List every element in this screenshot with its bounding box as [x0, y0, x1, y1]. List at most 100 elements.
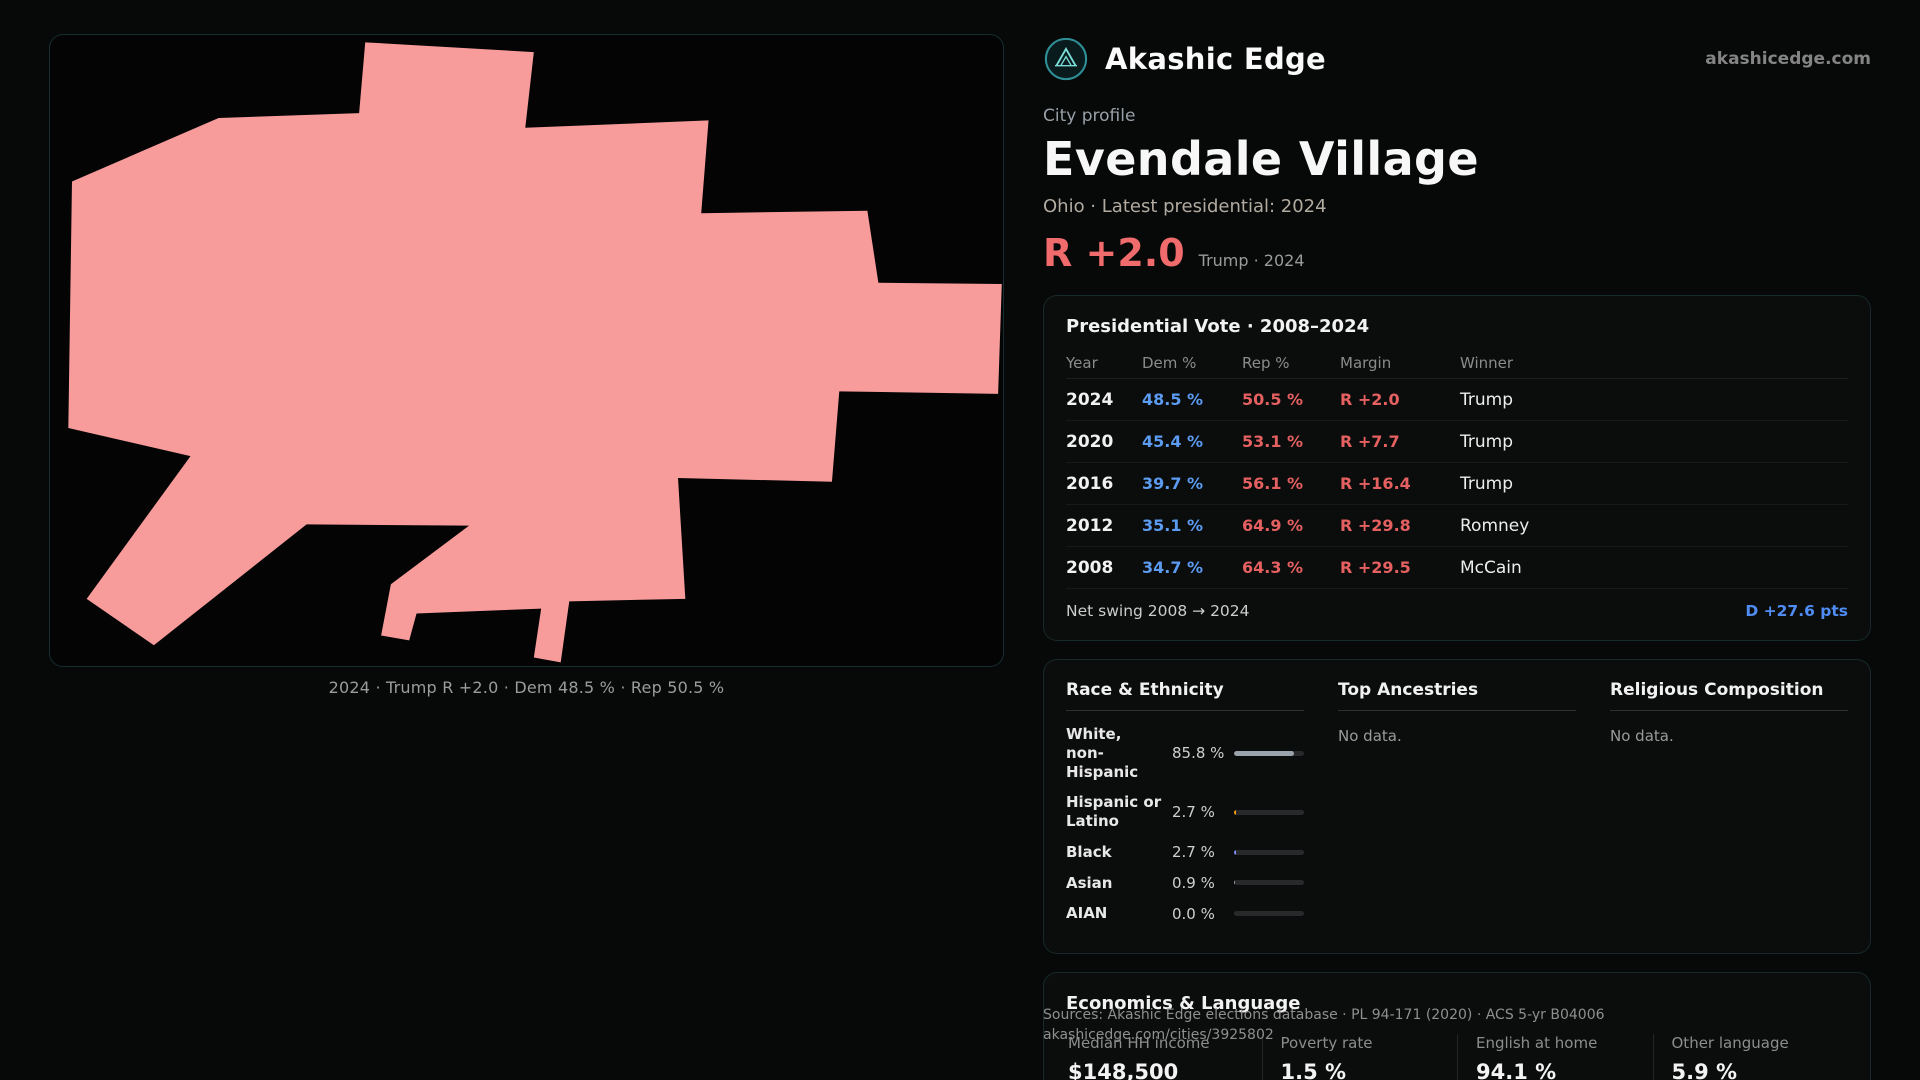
demographics-card: Race & Ethnicity White, non-Hispanic 85.… — [1043, 659, 1871, 954]
presidential-vote-card: Presidential Vote · 2008–2024 Year Dem %… — [1043, 295, 1871, 641]
stat-label: Median HH income — [1068, 1034, 1210, 1052]
year-cell: 2016 — [1066, 473, 1114, 494]
vote-card-title: Presidential Vote · 2008–2024 — [1066, 316, 1370, 337]
stat-value: $148,500 — [1068, 1060, 1179, 1080]
stat-other-language: Other language 5.9 % — [1652, 1034, 1849, 1080]
brand-title: Akashic Edge — [1105, 42, 1327, 76]
stat-poverty-rate: Poverty rate 1.5 % — [1261, 1034, 1458, 1080]
headline-margin-note: Trump · 2024 — [1198, 251, 1305, 270]
list-item: White, non-Hispanic 85.8 % — [1066, 719, 1304, 787]
headline-margin: R +2.0 Trump · 2024 — [1043, 231, 1871, 275]
col-winner: Winner — [1460, 353, 1514, 372]
race-value: 85.8 % — [1172, 744, 1225, 763]
winner-cell: McCain — [1460, 557, 1522, 578]
race-label: Hispanic or Latino — [1066, 793, 1162, 830]
vote-table-body: 2024 48.5 % 50.5 % R +2.0 Trump 2020 45.… — [1066, 379, 1848, 589]
page-title: Evendale Village — [1043, 132, 1479, 186]
race-label: AIAN — [1066, 904, 1108, 923]
headline-margin-value: R +2.0 — [1043, 231, 1185, 275]
city-subtitle: Ohio · Latest presidential: 2024 — [1043, 196, 1327, 217]
table-row: 2024 48.5 % 50.5 % R +2.0 Trump — [1066, 379, 1848, 421]
city-boundary-polygon — [68, 42, 1002, 663]
city-boundary-map — [49, 34, 1004, 667]
margin-cell: R +29.8 — [1340, 516, 1411, 535]
table-row: 2008 34.7 % 64.3 % R +29.5 McCain — [1066, 547, 1848, 589]
kicker-city-profile: City profile — [1043, 106, 1136, 126]
akashic-edge-logo-icon — [1043, 36, 1089, 82]
winner-cell: Trump — [1460, 389, 1514, 410]
col-year: Year — [1066, 353, 1098, 372]
dem-cell: 48.5 % — [1142, 390, 1204, 409]
profile-panel: Akashic Edge akashicedge.com City profil… — [1043, 0, 1871, 1080]
table-row: 2020 45.4 % 53.1 % R +7.7 Trump — [1066, 421, 1848, 463]
race-value: 2.7 % — [1172, 843, 1215, 862]
race-bar-track — [1234, 911, 1304, 917]
rep-cell: 64.9 % — [1242, 516, 1304, 535]
stat-value: 5.9 % — [1671, 1060, 1738, 1080]
list-item: Black 2.7 % — [1066, 837, 1304, 868]
winner-cell: Trump — [1460, 431, 1514, 452]
dem-cell: 34.7 % — [1142, 558, 1204, 577]
race-label: White, non-Hispanic — [1066, 725, 1139, 781]
year-cell: 2024 — [1066, 389, 1114, 410]
header: Akashic Edge akashicedge.com — [1043, 36, 1871, 82]
net-swing-value: D +27.6 pts — [1745, 602, 1848, 620]
stat-label: English at home — [1476, 1034, 1598, 1052]
col-rep: Rep % — [1242, 353, 1290, 372]
dem-cell: 45.4 % — [1142, 432, 1204, 451]
margin-cell: R +29.5 — [1340, 558, 1411, 577]
year-cell: 2008 — [1066, 557, 1114, 578]
religion-section-title: Religious Composition — [1610, 680, 1848, 711]
page-footer: Sources: Akashic Edge elections database… — [1043, 1005, 1605, 1045]
dem-cell: 35.1 % — [1142, 516, 1204, 535]
stat-label: Poverty rate — [1280, 1034, 1373, 1052]
stat-value: 94.1 % — [1476, 1060, 1557, 1080]
map-caption: 2024 · Trump R +2.0 · Dem 48.5 % · Rep 5… — [328, 678, 725, 697]
stat-median-hh-income: Median HH income $148,500 — [1066, 1034, 1262, 1080]
margin-cell: R +16.4 — [1340, 474, 1411, 493]
race-rows: White, non-Hispanic 85.8 % Hispanic or L… — [1066, 719, 1304, 929]
rep-cell: 53.1 % — [1242, 432, 1304, 451]
ancestries-no-data: No data. — [1338, 727, 1402, 745]
stat-label: Other language — [1671, 1034, 1789, 1052]
race-bar-fill — [1234, 880, 1235, 886]
race-bar-track — [1234, 809, 1304, 815]
race-bar-track — [1234, 750, 1304, 756]
sources-line: Sources: Akashic Edge elections database… — [1043, 1007, 1605, 1023]
stat-english-at-home: English at home 94.1 % — [1457, 1034, 1653, 1080]
winner-cell: Romney — [1460, 515, 1530, 536]
top-ancestries-section: Top Ancestries No data. — [1338, 680, 1576, 929]
race-bar-track — [1234, 849, 1304, 855]
vote-table-header: Year Dem % Rep % Margin Winner — [1066, 347, 1848, 379]
margin-cell: R +7.7 — [1340, 432, 1400, 451]
religious-composition-section: Religious Composition No data. — [1610, 680, 1848, 929]
religion-no-data: No data. — [1610, 727, 1674, 745]
race-value: 0.9 % — [1172, 873, 1215, 892]
race-section-title: Race & Ethnicity — [1066, 680, 1304, 711]
net-swing-row: Net swing 2008 → 2024 D +27.6 pts — [1066, 589, 1848, 630]
list-item: AIAN 0.0 % — [1066, 898, 1304, 929]
permalink-line: akashicedge.com/cities/3925802 — [1043, 1027, 1274, 1043]
year-cell: 2012 — [1066, 515, 1114, 536]
net-swing-label: Net swing 2008 → 2024 — [1066, 602, 1250, 620]
race-label: Asian — [1066, 873, 1113, 892]
table-row: 2012 35.1 % 64.9 % R +29.8 Romney — [1066, 505, 1848, 547]
race-value: 2.7 % — [1172, 803, 1215, 821]
list-item: Hispanic or Latino 2.7 % — [1066, 787, 1304, 837]
economics-stats: Median HH income $148,500 Poverty rate 1… — [1066, 1034, 1848, 1080]
stat-value: 1.5 % — [1280, 1060, 1347, 1080]
col-dem: Dem % — [1142, 353, 1197, 372]
dem-cell: 39.7 % — [1142, 474, 1204, 493]
col-margin: Margin — [1340, 353, 1392, 372]
rep-cell: 50.5 % — [1242, 390, 1304, 409]
race-bar-fill — [1234, 809, 1236, 815]
margin-cell: R +2.0 — [1340, 390, 1400, 409]
economics-card-title: Economics & Language — [1066, 993, 1301, 1014]
table-row: 2016 39.7 % 56.1 % R +16.4 Trump — [1066, 463, 1848, 505]
race-bar-fill — [1234, 750, 1295, 756]
year-cell: 2020 — [1066, 431, 1114, 452]
race-value: 0.0 % — [1172, 904, 1215, 923]
rep-cell: 64.3 % — [1242, 558, 1304, 577]
city-shape-svg — [68, 42, 1002, 663]
